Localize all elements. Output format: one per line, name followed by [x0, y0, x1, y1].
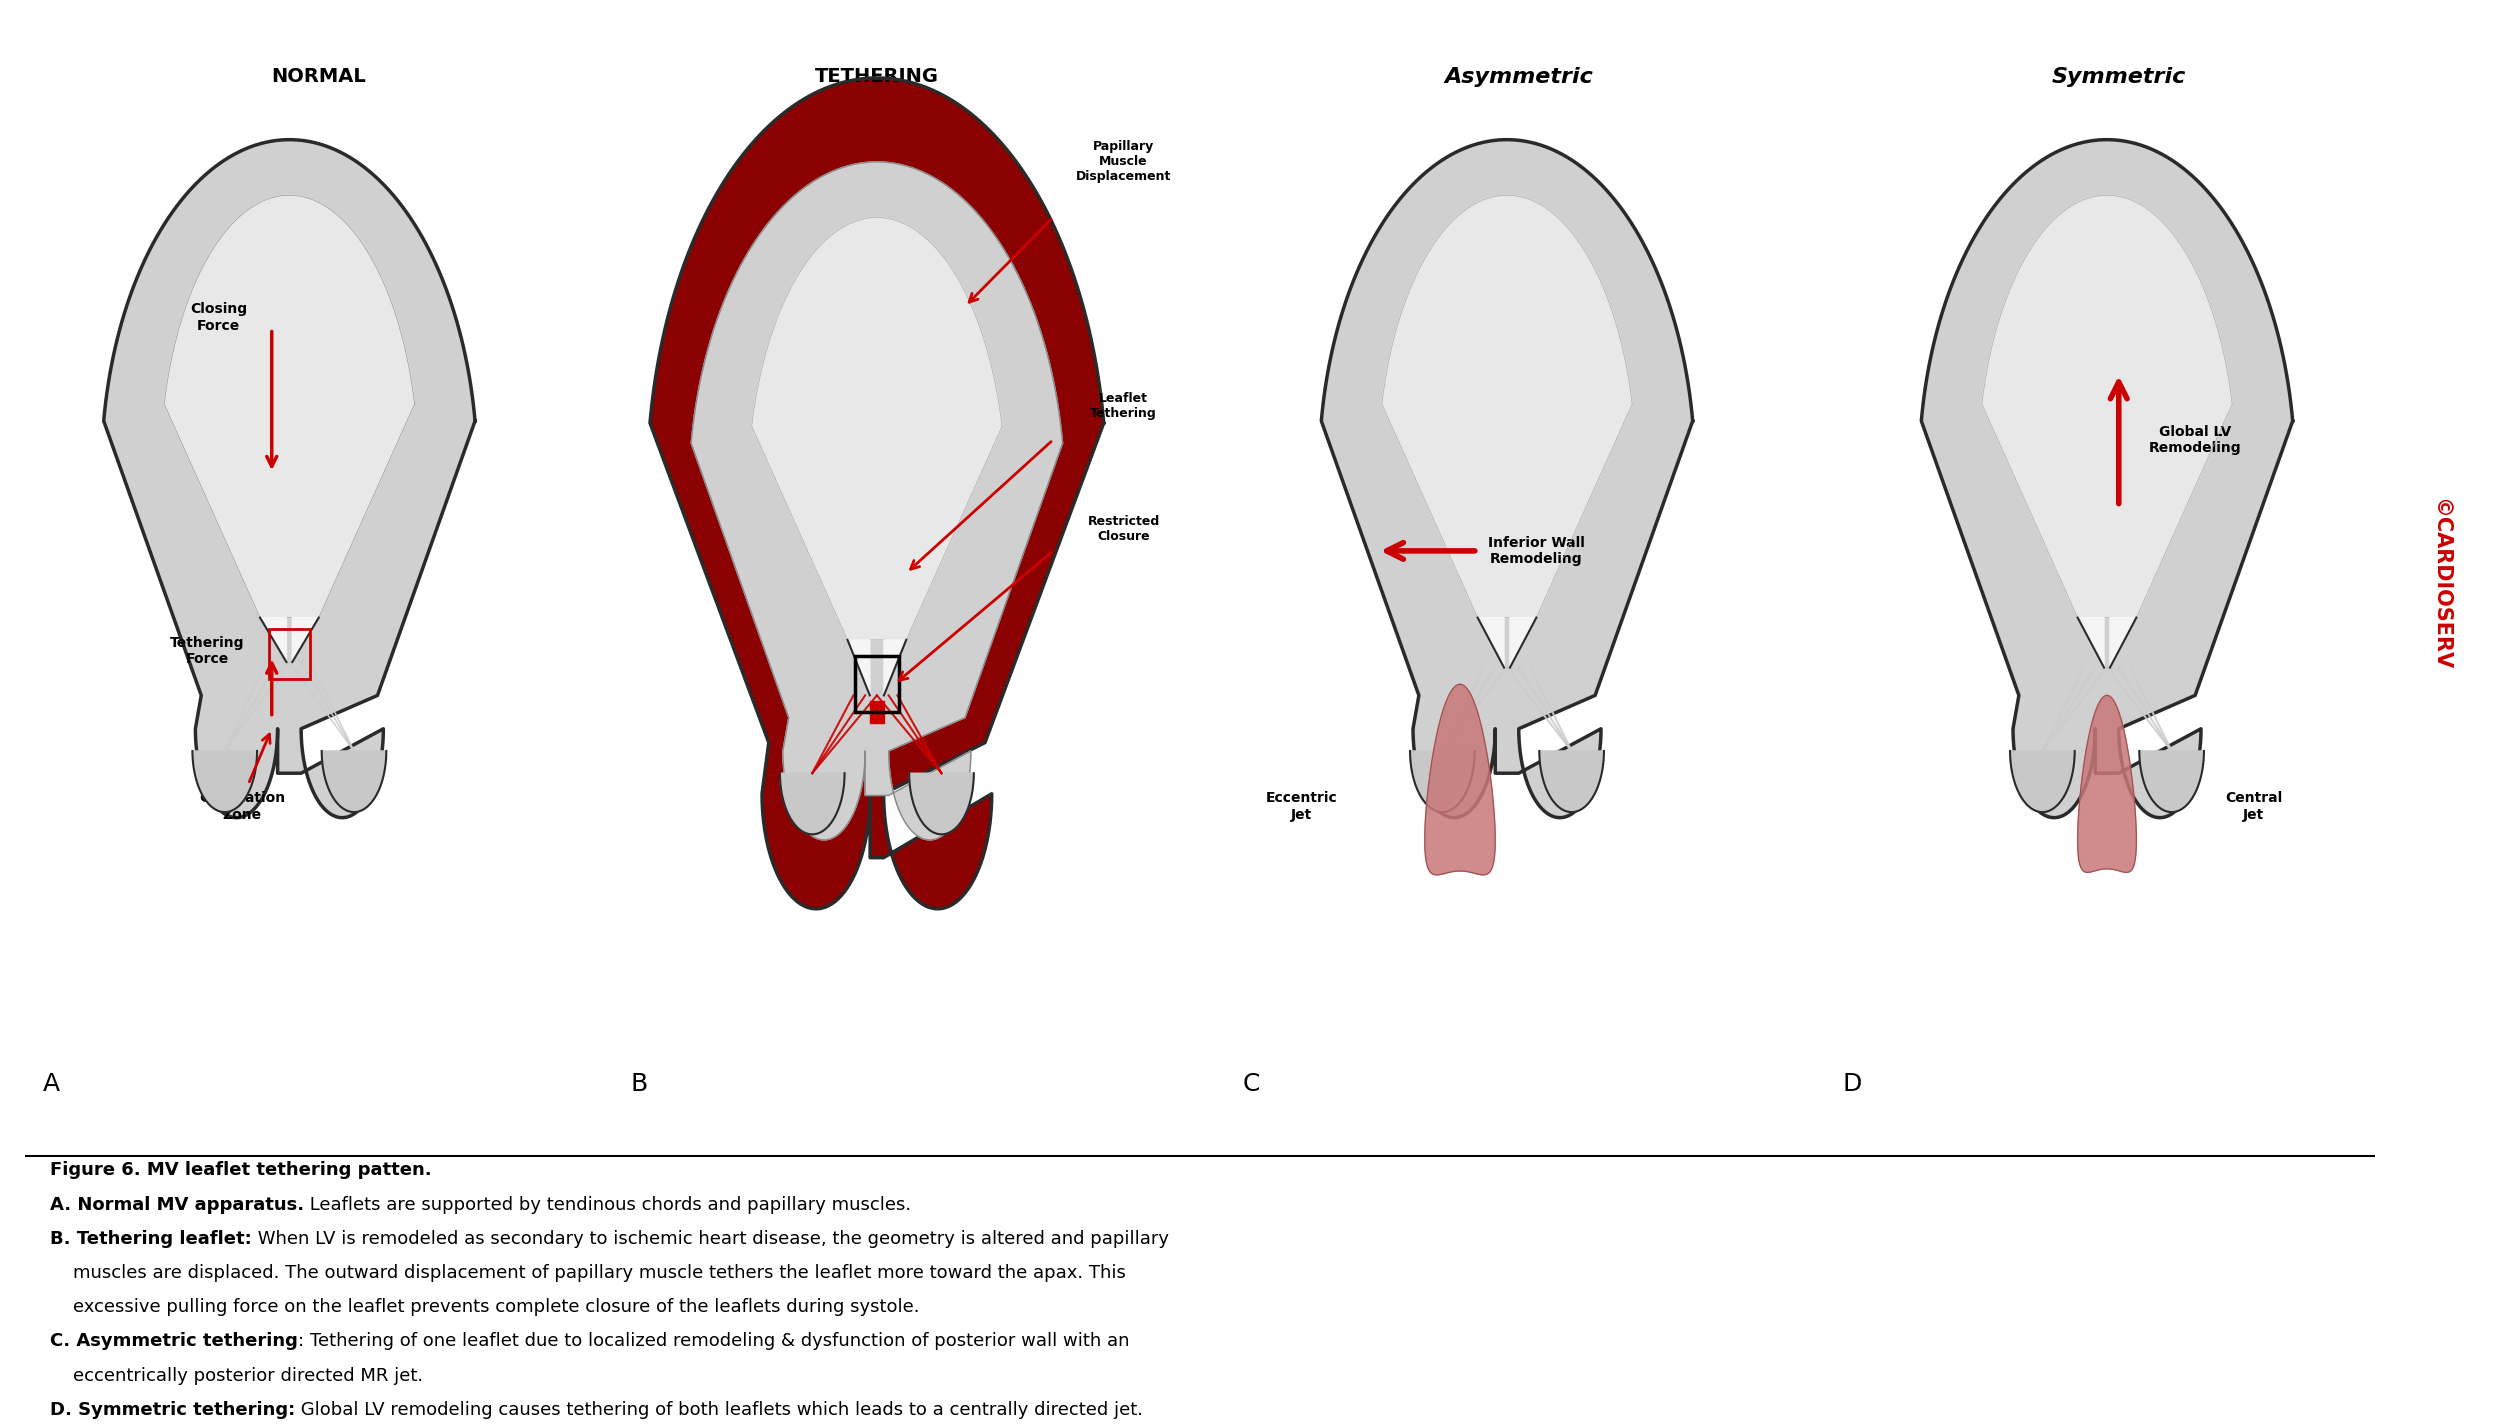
- Text: ©CARDIOSERV: ©CARDIOSERV: [2430, 499, 2450, 670]
- Text: Figure 6. MV leaflet tethering patten.: Figure 6. MV leaflet tethering patten.: [50, 1161, 432, 1180]
- Polygon shape: [870, 701, 885, 724]
- Text: C: C: [1242, 1072, 1260, 1096]
- Polygon shape: [752, 218, 1003, 640]
- Text: Global LV
Remodeling: Global LV Remodeling: [2150, 425, 2242, 455]
- Polygon shape: [1478, 617, 1505, 667]
- Text: Papillary
Muscle
Displacement: Papillary Muscle Displacement: [1075, 141, 1172, 184]
- Text: When LV is remodeled as secondary to ischemic heart disease, the geometry is alt: When LV is remodeled as secondary to isc…: [253, 1230, 1170, 1248]
- Polygon shape: [2140, 751, 2205, 812]
- Polygon shape: [690, 162, 1062, 839]
- Text: Tethering
Force: Tethering Force: [170, 636, 245, 665]
- Polygon shape: [848, 640, 870, 695]
- Polygon shape: [1982, 195, 2232, 617]
- Text: D: D: [1842, 1072, 1862, 1096]
- Text: A. Normal MV apparatus.: A. Normal MV apparatus.: [50, 1196, 305, 1214]
- Text: B. Tethering leaflet:: B. Tethering leaflet:: [50, 1230, 252, 1248]
- Text: Leaflets are supported by tendinous chords and papillary muscles.: Leaflets are supported by tendinous chor…: [305, 1196, 910, 1214]
- Polygon shape: [102, 140, 475, 818]
- Text: Symmetric: Symmetric: [2052, 67, 2185, 87]
- Text: Asymmetric: Asymmetric: [1445, 67, 1593, 87]
- Text: Leaflet
Tethering: Leaflet Tethering: [1090, 392, 1158, 420]
- Text: Inferior Wall
Remodeling: Inferior Wall Remodeling: [1488, 536, 1585, 566]
- Text: muscles are displaced. The outward displacement of papillary muscle tethers the : muscles are displaced. The outward displ…: [50, 1264, 1125, 1282]
- Polygon shape: [2010, 751, 2075, 812]
- Text: Global LV remodeling causes tethering of both leaflets which leads to a centrall: Global LV remodeling causes tethering of…: [295, 1401, 1142, 1419]
- Polygon shape: [1410, 751, 1475, 812]
- Polygon shape: [1922, 140, 2292, 818]
- Text: : Tethering of one leaflet due to localized remodeling & dysfunction of posterio: : Tethering of one leaflet due to locali…: [298, 1332, 1130, 1351]
- Text: C. Asymmetric tethering: C. Asymmetric tethering: [50, 1332, 298, 1351]
- Text: TETHERING: TETHERING: [815, 67, 940, 87]
- Text: Eccentric
Jet: Eccentric Jet: [1265, 791, 1338, 822]
- Polygon shape: [885, 640, 908, 695]
- Polygon shape: [1383, 195, 1633, 617]
- Polygon shape: [910, 774, 975, 834]
- Polygon shape: [322, 751, 388, 812]
- Polygon shape: [2110, 617, 2138, 667]
- Text: B: B: [630, 1072, 648, 1096]
- Text: Coaptation
Zone: Coaptation Zone: [200, 791, 285, 822]
- Polygon shape: [2078, 695, 2138, 872]
- Polygon shape: [192, 751, 258, 812]
- Text: NORMAL: NORMAL: [272, 67, 365, 87]
- Polygon shape: [292, 617, 320, 663]
- Bar: [855, 657, 900, 712]
- Polygon shape: [780, 774, 845, 834]
- Polygon shape: [1540, 751, 1605, 812]
- Text: eccentrically posterior directed MR jet.: eccentrically posterior directed MR jet.: [50, 1367, 423, 1385]
- Text: Central
Jet: Central Jet: [2225, 791, 2282, 822]
- Polygon shape: [1322, 140, 1692, 818]
- Text: Closing
Force: Closing Force: [190, 302, 248, 332]
- Polygon shape: [1510, 617, 1538, 667]
- Polygon shape: [2078, 617, 2105, 667]
- Text: Restricted
Closure: Restricted Closure: [1088, 514, 1160, 543]
- Text: A: A: [42, 1072, 60, 1096]
- Text: D. Symmetric tethering:: D. Symmetric tethering:: [50, 1401, 295, 1419]
- Polygon shape: [650, 78, 1105, 909]
- Polygon shape: [260, 617, 288, 663]
- Text: excessive pulling force on the leaflet prevents complete closure of the leaflets: excessive pulling force on the leaflet p…: [50, 1298, 920, 1317]
- Polygon shape: [165, 195, 415, 617]
- Polygon shape: [1425, 684, 1495, 875]
- Bar: [270, 628, 310, 678]
